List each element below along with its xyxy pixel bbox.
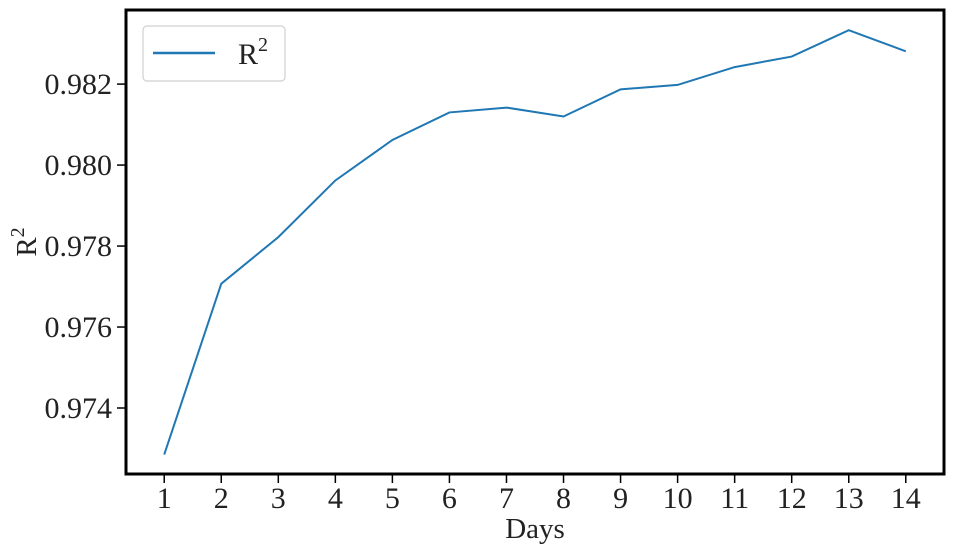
plot-frame [124, 8, 946, 476]
x-tick-label: 12 [777, 482, 807, 515]
x-axis-title: Days [505, 513, 565, 545]
x-tick-label: 14 [891, 482, 921, 515]
x-tick-label: 3 [271, 482, 286, 515]
legend-label-base: R [238, 38, 258, 71]
series-line-r2 [163, 29, 907, 455]
legend-label-sup: 2 [258, 34, 268, 56]
y-axis-title-base: R [11, 237, 43, 257]
legend-label: R2 [238, 34, 268, 71]
y-tick-label: 0.974 [45, 392, 113, 425]
y-tick-label: 0.980 [45, 149, 113, 182]
x-tick-label: 11 [720, 482, 749, 515]
y-tick-label: 0.976 [45, 311, 113, 344]
legend: R2 [142, 25, 286, 82]
x-tick-label: 8 [556, 482, 571, 515]
ticks: 1 2 3 4 5 6 7 8 9 10 11 12 13 140.9740.9760.9780.9800… [45, 68, 921, 515]
x-tick-label: 9 [613, 482, 628, 515]
y-axis-title: R2 [7, 227, 43, 256]
y-tick-label: 0.982 [45, 68, 113, 101]
x-tick-label: 10 [663, 482, 693, 515]
x-tick-label: 2 [214, 482, 229, 515]
x-tick-label: 5 [385, 482, 400, 515]
x-tick-label: 13 [834, 482, 864, 515]
x-tick-label: 1 [157, 482, 172, 515]
x-tick-label: 6 [442, 482, 457, 515]
y-axis-title-sup: 2 [7, 227, 29, 237]
x-tick-label: 4 [328, 482, 343, 515]
y-tick-label: 0.978 [45, 230, 113, 263]
x-tick-label: 7 [499, 482, 514, 515]
